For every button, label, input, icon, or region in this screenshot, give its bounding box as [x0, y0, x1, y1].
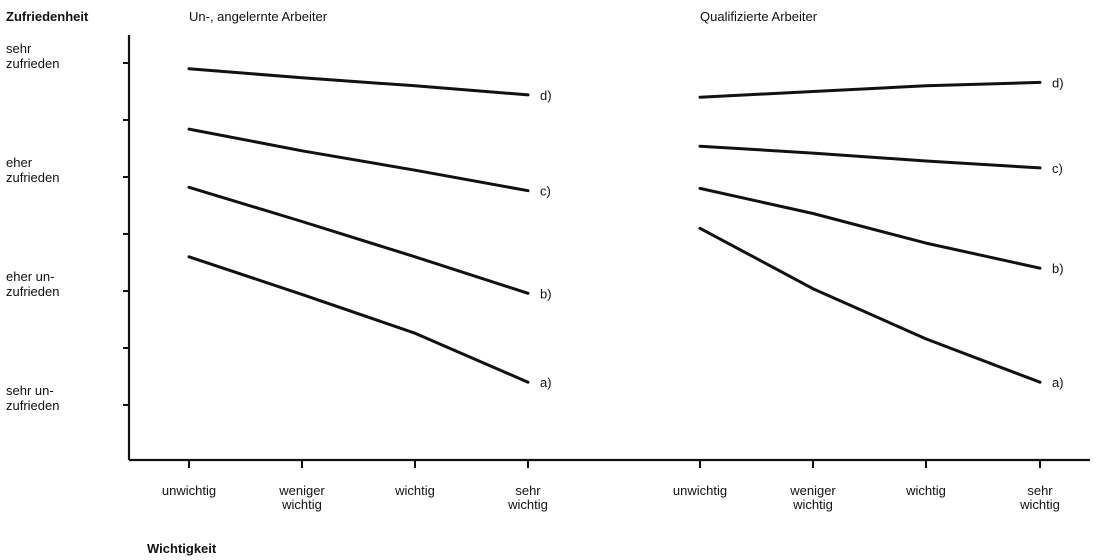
y-tick-label: sehr zufrieden [6, 41, 59, 71]
series-labels: d) c) b) a) d) c) b) a) [540, 75, 1064, 390]
y-tick-label: eher zufrieden [6, 155, 59, 185]
x-tick-label: wichtig [905, 483, 946, 498]
series-label-d: d) [540, 88, 552, 103]
x-tick-label: unwichtig [673, 483, 727, 498]
x-tick-label: weniger wichtig [789, 483, 836, 512]
series-label-a: a) [1052, 375, 1064, 390]
series-label-c: c) [1052, 161, 1063, 176]
panel-title-qualified: Qualifizierte Arbeiter [700, 9, 818, 24]
y-axis-title: Zufriedenheit [6, 9, 89, 24]
series-label-d: d) [1052, 75, 1064, 90]
series-line-a [698, 226, 1042, 384]
series-label-a: a) [540, 375, 552, 390]
series-label-b: b) [540, 286, 552, 301]
series-line-b [698, 186, 1042, 270]
panel-title-unskilled: Un-, angelernte Arbeiter [189, 9, 328, 24]
y-tick-label: eher un-zufrieden [6, 269, 59, 299]
series-label-c: c) [540, 184, 551, 199]
x-tick-label: weniger wichtig [278, 483, 325, 512]
series-label-b: b) [1052, 261, 1064, 276]
series-line-a [187, 255, 530, 384]
x-axis-title: Wichtigkeit [147, 541, 217, 556]
series-line-b [187, 185, 530, 295]
x-tick-label: sehr wichtig [1019, 483, 1060, 512]
series-line-d [698, 80, 1042, 99]
y-tick-label: sehr un-zufrieden [6, 383, 59, 413]
axes [123, 35, 1090, 468]
x-tick-label: unwichtig [162, 483, 216, 498]
series-line-c [187, 127, 530, 193]
x-tick-label: sehr wichtig [507, 483, 548, 512]
tick-labels: sehr zufrieden eher zufrieden eher un-zufrie… [6, 41, 1060, 512]
x-tick-label: wichtig [394, 483, 435, 498]
series-lines [187, 67, 1042, 384]
series-line-d [187, 67, 530, 97]
series-line-c [698, 144, 1042, 170]
